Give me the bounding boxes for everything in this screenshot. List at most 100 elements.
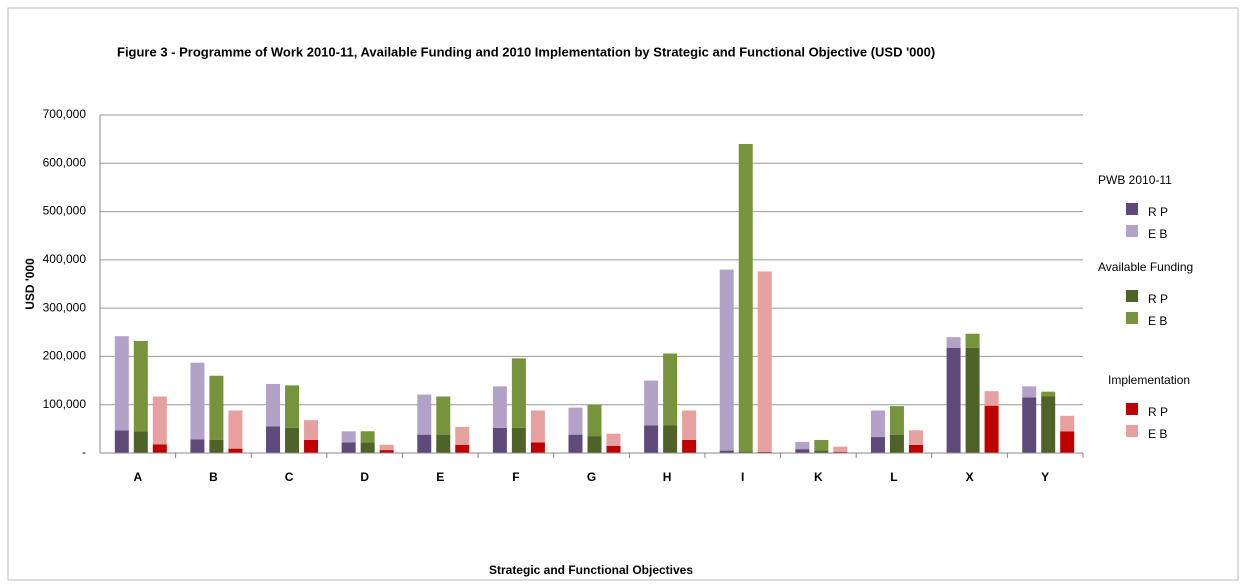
x-tick-label: G <box>587 470 596 484</box>
x-axis-title: Strategic and Functional Objectives <box>489 563 693 577</box>
bar-segment <box>360 431 375 443</box>
y-tick-label: 100,000 <box>43 397 87 411</box>
legend-label: R P <box>1148 292 1168 306</box>
bar-segment <box>455 426 470 445</box>
bar-segment <box>133 340 148 432</box>
legend-label: E B <box>1148 314 1167 328</box>
bar-segment <box>984 405 999 453</box>
legend-label: E B <box>1148 227 1167 241</box>
y-tick-label: 300,000 <box>43 300 87 314</box>
bar-segment <box>266 426 281 453</box>
legend-label: E B <box>1148 427 1167 441</box>
bar-segment <box>965 333 980 348</box>
bar-segment <box>190 362 205 440</box>
legend-swatch <box>1126 425 1138 437</box>
bar-segment <box>152 444 167 453</box>
bar-segment <box>682 439 697 453</box>
bar-segment <box>606 445 621 453</box>
legend-label: R P <box>1148 405 1168 419</box>
bar-segment <box>908 430 923 445</box>
bar-segment <box>606 433 621 446</box>
bar-segment <box>1041 396 1056 453</box>
y-tick-label: - <box>82 445 86 459</box>
bar-segment <box>719 450 734 453</box>
x-tick-label: Y <box>1041 470 1049 484</box>
bar-segment <box>738 143 753 452</box>
bar-segment <box>870 437 885 453</box>
bar-segment <box>209 375 224 440</box>
bar-segment <box>795 441 810 450</box>
bar-segment <box>492 427 507 453</box>
bar-segment <box>795 449 810 453</box>
legend-group-title: PWB 2010-11 <box>1098 173 1172 187</box>
bar-segment <box>436 434 451 453</box>
bar-segment <box>285 427 300 453</box>
bar-segment <box>228 410 243 449</box>
legend-swatch <box>1126 312 1138 324</box>
bar-segment <box>946 347 961 453</box>
bar-segment <box>682 410 697 440</box>
bar-segment <box>1022 386 1037 398</box>
bar-segment <box>1022 397 1037 453</box>
bar-segment <box>341 442 356 453</box>
bar-segment <box>833 446 848 453</box>
bar-segment <box>417 394 432 435</box>
bar-segment <box>814 439 829 451</box>
x-tick-label: X <box>966 470 974 484</box>
x-tick-label: D <box>360 470 369 484</box>
bar-segment <box>587 436 602 453</box>
chart-title: Figure 3 - Programme of Work 2010-11, Av… <box>117 44 935 59</box>
legend-swatch <box>1126 203 1138 215</box>
bar-segment <box>511 358 526 428</box>
bar-segment <box>814 450 829 453</box>
bar-segment <box>455 444 470 453</box>
chart-frame <box>7 7 1239 581</box>
bar-segment <box>304 420 319 440</box>
bar-segment <box>889 434 904 453</box>
bar-segment <box>530 442 545 453</box>
legend-group-title: Implementation <box>1108 373 1190 387</box>
bar-segment <box>889 406 904 435</box>
bar-segment <box>946 337 961 348</box>
bar-segment <box>436 396 451 435</box>
bar-segment <box>568 434 583 453</box>
bar-segment <box>190 439 205 453</box>
bar-segment <box>1060 431 1075 453</box>
bar-segment <box>228 448 243 453</box>
bar-segment <box>1060 415 1075 432</box>
x-tick-label: L <box>890 470 897 484</box>
x-tick-label: K <box>814 470 823 484</box>
bar-segment <box>984 391 999 406</box>
bar-segment <box>644 425 659 453</box>
legend-swatch <box>1126 403 1138 415</box>
legend-swatch <box>1126 225 1138 237</box>
bar-segment <box>738 451 753 453</box>
legend-label: R P <box>1148 205 1168 219</box>
y-tick-label: 400,000 <box>43 252 87 266</box>
x-tick-label: A <box>133 470 142 484</box>
y-tick-label: 500,000 <box>43 204 87 218</box>
bar-segment <box>341 431 356 443</box>
bar-segment <box>360 442 375 453</box>
bar-segment <box>511 427 526 453</box>
bar-segment <box>266 383 281 427</box>
legend-swatch <box>1126 290 1138 302</box>
bar-segment <box>965 347 980 453</box>
y-tick-label: 600,000 <box>43 155 87 169</box>
bar-segment <box>285 385 300 428</box>
bar-segment <box>379 444 394 451</box>
bar-segment <box>870 410 885 438</box>
x-tick-label: C <box>285 470 294 484</box>
x-tick-label: F <box>512 470 519 484</box>
bar-segment <box>304 439 319 453</box>
x-tick-label: I <box>741 470 744 484</box>
bar-segment <box>644 380 659 426</box>
y-tick-label: 200,000 <box>43 349 87 363</box>
bar-segment <box>757 271 772 453</box>
bar-segment <box>492 386 507 428</box>
bar-segment <box>152 396 167 445</box>
bar-segment <box>133 431 148 453</box>
legend-group-title: Available Funding <box>1098 260 1193 274</box>
bar-segment <box>719 269 734 451</box>
